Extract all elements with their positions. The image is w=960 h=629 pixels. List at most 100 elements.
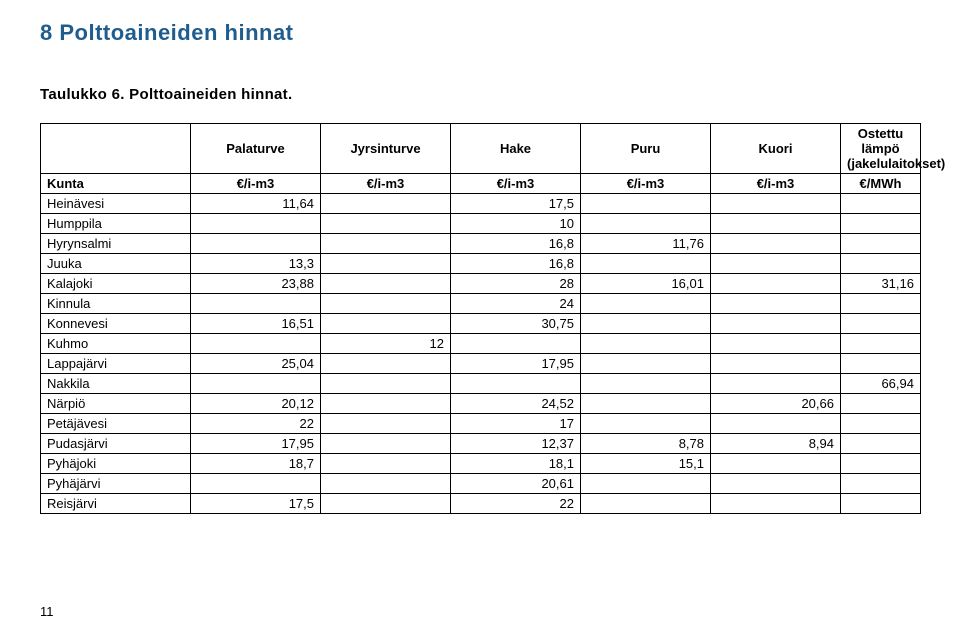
row-name: Kalajoki bbox=[41, 274, 191, 294]
cell-c1 bbox=[191, 294, 321, 314]
table-row: Närpiö20,1224,5220,66 bbox=[41, 394, 921, 414]
fuel-prices-table: Palaturve Jyrsinturve Hake Puru Kuori Os… bbox=[40, 123, 921, 514]
cell-c3: 12,37 bbox=[451, 434, 581, 454]
hdr1-blank bbox=[41, 124, 191, 174]
cell-c5 bbox=[711, 274, 841, 294]
cell-c1 bbox=[191, 474, 321, 494]
hdr2-kunta: Kunta bbox=[41, 174, 191, 194]
cell-c4 bbox=[581, 394, 711, 414]
row-name: Konnevesi bbox=[41, 314, 191, 334]
cell-c2 bbox=[321, 194, 451, 214]
hdr1-puru: Puru bbox=[581, 124, 711, 174]
cell-c2 bbox=[321, 354, 451, 374]
cell-c4 bbox=[581, 294, 711, 314]
cell-c3: 17,5 bbox=[451, 194, 581, 214]
row-name: Kinnula bbox=[41, 294, 191, 314]
cell-c4: 11,76 bbox=[581, 234, 711, 254]
cell-c2 bbox=[321, 314, 451, 334]
cell-c1: 20,12 bbox=[191, 394, 321, 414]
cell-c1: 17,95 bbox=[191, 434, 321, 454]
cell-c3: 30,75 bbox=[451, 314, 581, 334]
section-heading: 8 Polttoaineiden hinnat bbox=[40, 20, 920, 46]
hdr1-hake: Hake bbox=[451, 124, 581, 174]
cell-c4: 15,1 bbox=[581, 454, 711, 474]
table-row: Kinnula 24 bbox=[41, 294, 921, 314]
cell-c1 bbox=[191, 234, 321, 254]
row-name: Pyhäjärvi bbox=[41, 474, 191, 494]
cell-c5 bbox=[711, 234, 841, 254]
cell-c3: 16,8 bbox=[451, 254, 581, 274]
table-row: Reisjärvi17,522 bbox=[41, 494, 921, 514]
cell-c5 bbox=[711, 414, 841, 434]
cell-c2 bbox=[321, 234, 451, 254]
cell-c3 bbox=[451, 374, 581, 394]
cell-c6 bbox=[841, 254, 921, 274]
cell-c3: 20,61 bbox=[451, 474, 581, 494]
cell-c6 bbox=[841, 354, 921, 374]
cell-c4 bbox=[581, 194, 711, 214]
cell-c5 bbox=[711, 474, 841, 494]
cell-c1 bbox=[191, 334, 321, 354]
cell-c6 bbox=[841, 434, 921, 454]
table-row: Lappajärvi25,0417,95 bbox=[41, 354, 921, 374]
row-name: Juuka bbox=[41, 254, 191, 274]
table-row: Pyhäjärvi 20,61 bbox=[41, 474, 921, 494]
cell-c1: 17,5 bbox=[191, 494, 321, 514]
cell-c3 bbox=[451, 334, 581, 354]
cell-c5 bbox=[711, 334, 841, 354]
table-row: Nakkila66,94 bbox=[41, 374, 921, 394]
hdr2-u6: €/MWh bbox=[841, 174, 921, 194]
cell-c3: 28 bbox=[451, 274, 581, 294]
cell-c4: 8,78 bbox=[581, 434, 711, 454]
cell-c5 bbox=[711, 454, 841, 474]
row-name: Reisjärvi bbox=[41, 494, 191, 514]
cell-c6 bbox=[841, 494, 921, 514]
row-name: Heinävesi bbox=[41, 194, 191, 214]
hdr1-ostettu: Ostettu lämpö (jakelulaitokset) bbox=[841, 124, 921, 174]
cell-c5 bbox=[711, 294, 841, 314]
cell-c6 bbox=[841, 414, 921, 434]
cell-c1: 18,7 bbox=[191, 454, 321, 474]
cell-c3: 24 bbox=[451, 294, 581, 314]
cell-c6 bbox=[841, 234, 921, 254]
cell-c3: 17,95 bbox=[451, 354, 581, 374]
cell-c3: 16,8 bbox=[451, 234, 581, 254]
cell-c1: 13,3 bbox=[191, 254, 321, 274]
cell-c1 bbox=[191, 214, 321, 234]
row-name: Pudasjärvi bbox=[41, 434, 191, 454]
cell-c4 bbox=[581, 354, 711, 374]
hdr2-u1: €/i-m3 bbox=[191, 174, 321, 194]
hdr2-u3: €/i-m3 bbox=[451, 174, 581, 194]
header-row-2: Kunta €/i-m3 €/i-m3 €/i-m3 €/i-m3 €/i-m3… bbox=[41, 174, 921, 194]
row-name: Närpiö bbox=[41, 394, 191, 414]
hdr2-u5: €/i-m3 bbox=[711, 174, 841, 194]
cell-c1 bbox=[191, 374, 321, 394]
table-row: Pyhäjoki18,718,115,1 bbox=[41, 454, 921, 474]
cell-c6 bbox=[841, 474, 921, 494]
cell-c5 bbox=[711, 214, 841, 234]
cell-c6: 31,16 bbox=[841, 274, 921, 294]
cell-c5 bbox=[711, 194, 841, 214]
table-row: Kuhmo12 bbox=[41, 334, 921, 354]
row-name: Lappajärvi bbox=[41, 354, 191, 374]
document-page: 8 Polttoaineiden hinnat Taulukko 6. Polt… bbox=[0, 0, 960, 629]
row-name: Humppila bbox=[41, 214, 191, 234]
header-row-1: Palaturve Jyrsinturve Hake Puru Kuori Os… bbox=[41, 124, 921, 174]
cell-c4 bbox=[581, 214, 711, 234]
hdr1-kuori: Kuori bbox=[711, 124, 841, 174]
cell-c2 bbox=[321, 294, 451, 314]
cell-c3: 24,52 bbox=[451, 394, 581, 414]
row-name: Hyrynsalmi bbox=[41, 234, 191, 254]
cell-c4 bbox=[581, 494, 711, 514]
cell-c6 bbox=[841, 334, 921, 354]
cell-c2 bbox=[321, 394, 451, 414]
cell-c5: 8,94 bbox=[711, 434, 841, 454]
cell-c5 bbox=[711, 354, 841, 374]
table-body: Heinävesi11,6417,5Humppila10Hyrynsalmi16… bbox=[41, 194, 921, 514]
cell-c6 bbox=[841, 314, 921, 334]
cell-c4 bbox=[581, 334, 711, 354]
cell-c1: 23,88 bbox=[191, 274, 321, 294]
cell-c2: 12 bbox=[321, 334, 451, 354]
row-name: Pyhäjoki bbox=[41, 454, 191, 474]
cell-c2 bbox=[321, 494, 451, 514]
